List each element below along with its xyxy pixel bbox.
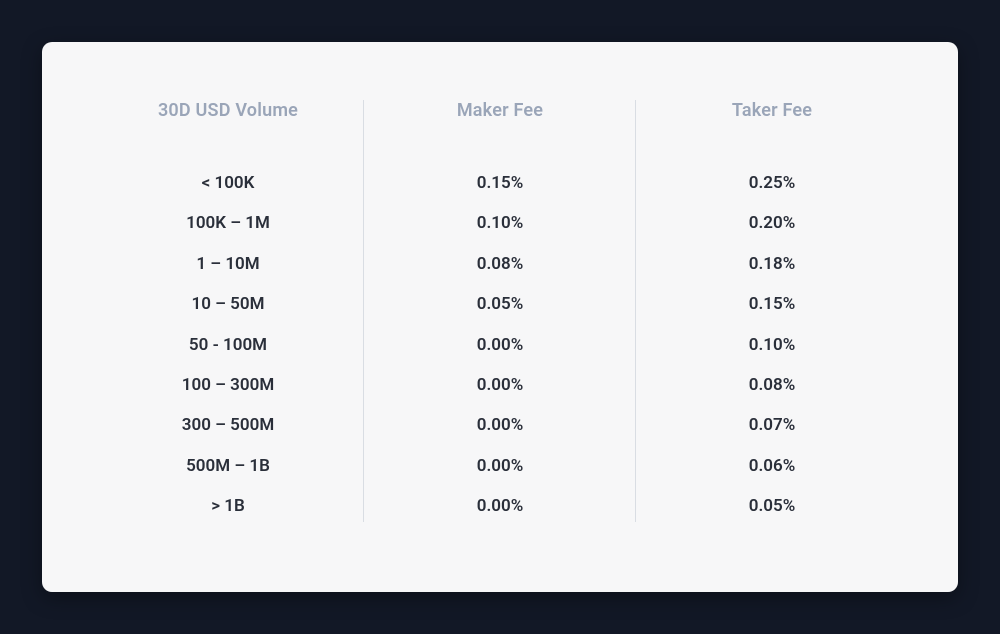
column-body-taker: 0.25% 0.20% 0.18% 0.15% 0.10% 0.08% 0.07… xyxy=(749,173,796,517)
fee-table: 30D USD Volume < 100K 100K – 1M 1 – 10M … xyxy=(92,100,908,552)
table-cell: 0.00% xyxy=(477,375,524,395)
table-cell: 50 - 100M xyxy=(189,335,267,355)
table-cell: 0.05% xyxy=(749,496,796,516)
table-cell: 1 – 10M xyxy=(196,254,259,274)
column-taker: Taker Fee 0.25% 0.20% 0.18% 0.15% 0.10% … xyxy=(636,100,908,552)
table-cell: 0.15% xyxy=(749,294,796,314)
table-cell: < 100K xyxy=(202,173,255,193)
column-body-volume: < 100K 100K – 1M 1 – 10M 10 – 50M 50 - 1… xyxy=(182,173,274,517)
table-cell: 100 – 300M xyxy=(182,375,274,395)
column-header-maker: Maker Fee xyxy=(457,100,543,121)
column-maker: Maker Fee 0.15% 0.10% 0.08% 0.05% 0.00% … xyxy=(364,100,636,552)
column-body-maker: 0.15% 0.10% 0.08% 0.05% 0.00% 0.00% 0.00… xyxy=(477,173,524,517)
column-header-taker: Taker Fee xyxy=(732,100,812,121)
table-cell: 10 – 50M xyxy=(191,294,264,314)
column-header-volume: 30D USD Volume xyxy=(158,100,298,121)
table-cell: 0.25% xyxy=(749,173,796,193)
table-cell: 0.00% xyxy=(477,415,524,435)
table-cell: 0.18% xyxy=(749,254,796,274)
table-cell: 0.05% xyxy=(477,294,524,314)
table-cell: 0.00% xyxy=(477,335,524,355)
table-cell: 0.15% xyxy=(477,173,524,193)
table-cell: 0.06% xyxy=(749,456,796,476)
table-cell: 0.10% xyxy=(749,335,796,355)
table-cell: 0.00% xyxy=(477,496,524,516)
table-cell: > 1B xyxy=(211,496,245,516)
table-cell: 0.07% xyxy=(749,415,796,435)
table-cell: 0.08% xyxy=(477,254,524,274)
table-cell: 0.10% xyxy=(477,213,524,233)
table-cell: 0.00% xyxy=(477,456,524,476)
table-cell: 500M – 1B xyxy=(186,456,270,476)
table-cell: 0.08% xyxy=(749,375,796,395)
table-cell: 100K – 1M xyxy=(186,213,270,233)
table-cell: 0.20% xyxy=(749,213,796,233)
table-cell: 300 – 500M xyxy=(182,415,274,435)
column-volume: 30D USD Volume < 100K 100K – 1M 1 – 10M … xyxy=(92,100,364,552)
fee-card: 30D USD Volume < 100K 100K – 1M 1 – 10M … xyxy=(42,42,958,592)
